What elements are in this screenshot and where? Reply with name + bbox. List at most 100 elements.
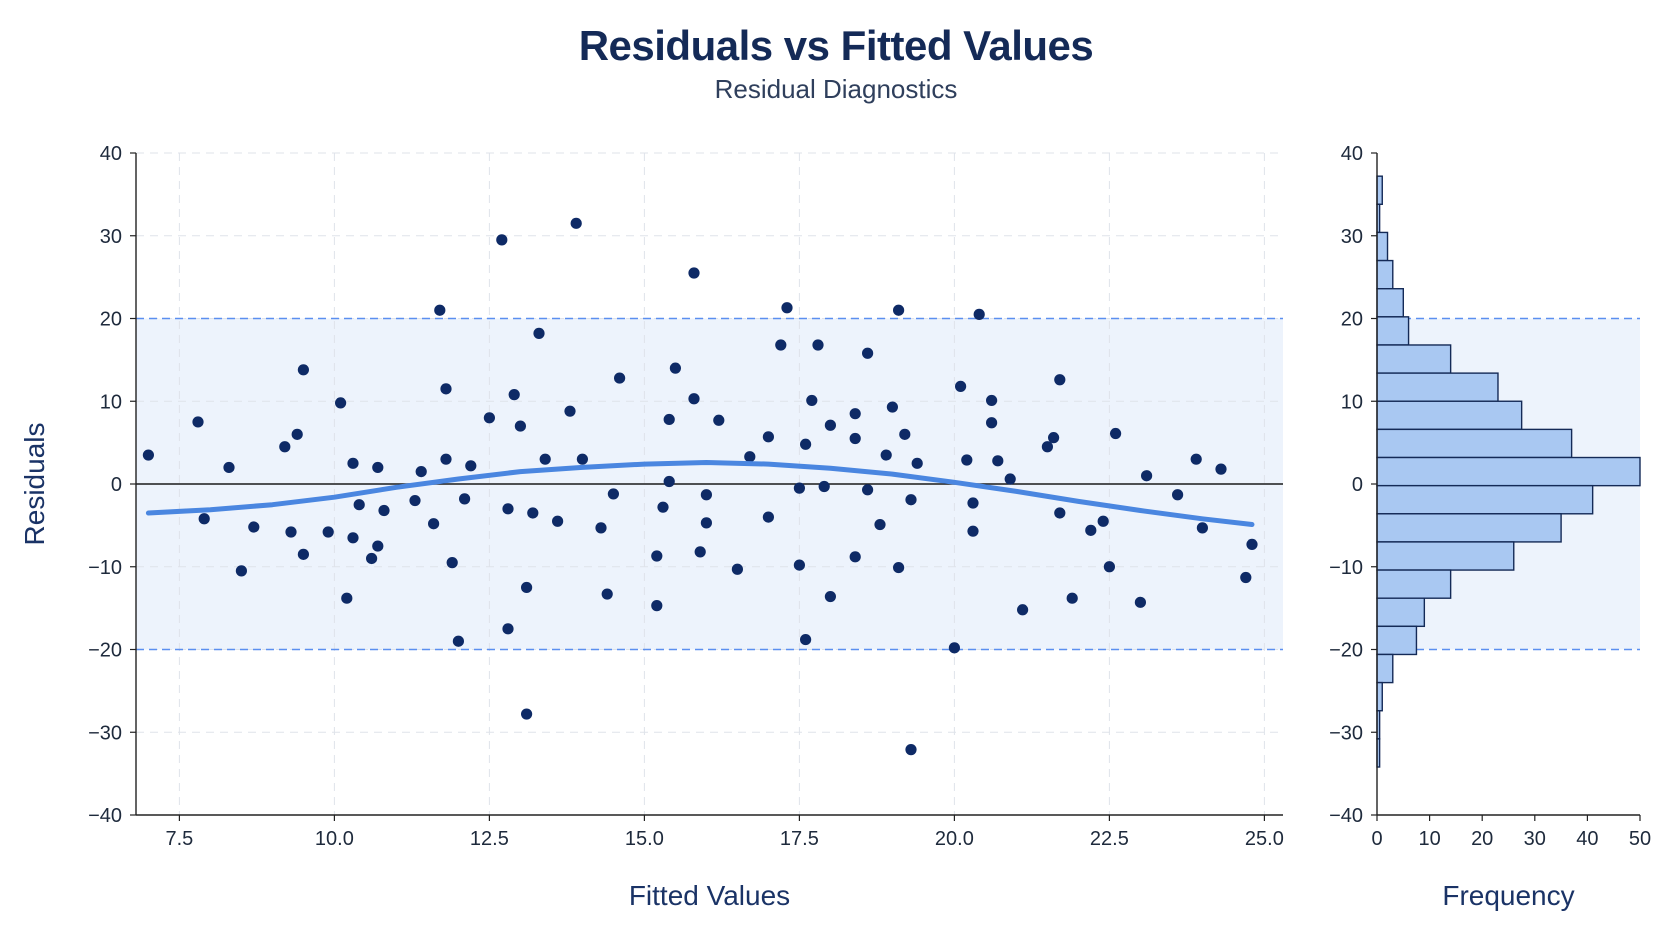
histogram-bar (1376, 513, 1562, 543)
data-point (899, 428, 911, 440)
data-point (762, 511, 775, 523)
histogram-bar (1376, 428, 1573, 459)
histogram-y-tick-label: 30 (1341, 226, 1363, 248)
data-point (347, 532, 359, 544)
histogram-bar (1376, 400, 1523, 431)
x-tick-label: 25.0 (1245, 828, 1284, 850)
data-point (521, 581, 533, 594)
histogram-y-tick-label: 10 (1341, 391, 1363, 413)
data-point (800, 438, 812, 450)
y-tick-label: 0 (111, 474, 122, 496)
data-point (235, 565, 247, 577)
histogram-y-tick-label: −40 (1329, 805, 1363, 827)
data-point (824, 590, 837, 603)
data-point (663, 413, 675, 426)
data-point (378, 504, 390, 517)
data-point (1085, 524, 1097, 536)
data-point (762, 431, 775, 443)
data-point (440, 383, 452, 395)
data-point (874, 518, 886, 531)
data-point (1054, 507, 1066, 519)
data-point (893, 304, 905, 316)
data-point (1017, 604, 1029, 616)
histogram-bar (1376, 288, 1404, 318)
data-point (459, 493, 471, 505)
y-tick-label: −10 (88, 557, 122, 579)
data-point (483, 412, 495, 424)
data-point (1141, 470, 1153, 482)
data-point (502, 623, 514, 635)
data-point (955, 380, 967, 392)
data-point (576, 453, 589, 465)
histogram-x-tick-label: 0 (1371, 828, 1382, 850)
data-point (607, 488, 620, 500)
data-point (688, 393, 700, 405)
data-point (973, 308, 985, 320)
data-point (806, 394, 818, 407)
histogram-y-tick-label: −10 (1329, 557, 1363, 579)
data-point (552, 515, 564, 527)
histogram-bar (1376, 541, 1515, 571)
histogram-bar (1376, 175, 1383, 206)
histogram-bar (1376, 456, 1641, 487)
data-point (713, 414, 725, 426)
data-point (502, 503, 514, 515)
data-point (570, 217, 582, 229)
data-point (285, 526, 297, 538)
data-point (223, 461, 235, 474)
x-tick-label: 12.5 (470, 828, 509, 850)
data-point (434, 304, 446, 316)
data-point (700, 489, 713, 501)
histogram-x-tick-label: 40 (1576, 828, 1598, 850)
data-point (248, 521, 260, 533)
data-point (986, 394, 998, 407)
data-point (1134, 596, 1146, 608)
x-tick-label: 7.5 (165, 828, 193, 850)
data-point (731, 563, 744, 575)
data-point (366, 552, 378, 565)
data-point (322, 526, 334, 538)
data-point (1110, 427, 1122, 440)
data-point (1246, 538, 1258, 551)
data-point (986, 417, 998, 429)
data-point (446, 557, 458, 569)
chart-subtitle: Residual Diagnostics (714, 74, 958, 104)
data-point (1172, 489, 1184, 501)
data-point (886, 401, 899, 413)
data-point (744, 451, 756, 463)
y-tick-label: 20 (100, 309, 122, 331)
data-point (992, 455, 1004, 467)
histogram-x-tick-label: 50 (1629, 828, 1651, 850)
data-point (409, 494, 421, 507)
data-point (967, 525, 979, 537)
histogram-bar (1376, 484, 1594, 515)
data-point (905, 494, 917, 506)
data-point (198, 513, 210, 525)
x-tick-label: 20.0 (935, 828, 974, 850)
x-tick-label: 17.5 (780, 828, 819, 850)
x-tick-label: 10.0 (315, 828, 354, 850)
y-tick-label: −30 (88, 722, 122, 744)
data-point (297, 364, 309, 376)
histogram-bar (1376, 625, 1418, 656)
histogram-bar (1376, 569, 1452, 599)
chart-title: Residuals vs Fitted Values (578, 22, 1094, 69)
data-point (601, 588, 613, 600)
histogram-bar (1376, 372, 1499, 402)
data-point (1196, 522, 1208, 534)
histogram-y-tick-label: 20 (1341, 309, 1363, 331)
data-point (967, 497, 979, 509)
data-point (905, 744, 917, 756)
data-point (775, 339, 787, 351)
data-point (341, 592, 353, 604)
data-point (893, 561, 905, 574)
data-point (800, 633, 812, 646)
data-point (1054, 374, 1066, 386)
data-point (657, 501, 669, 513)
y-tick-label: 30 (100, 226, 122, 248)
histogram-y-tick-label: 0 (1352, 474, 1363, 496)
data-point (911, 457, 923, 469)
data-point (961, 454, 973, 466)
data-point (948, 642, 961, 654)
